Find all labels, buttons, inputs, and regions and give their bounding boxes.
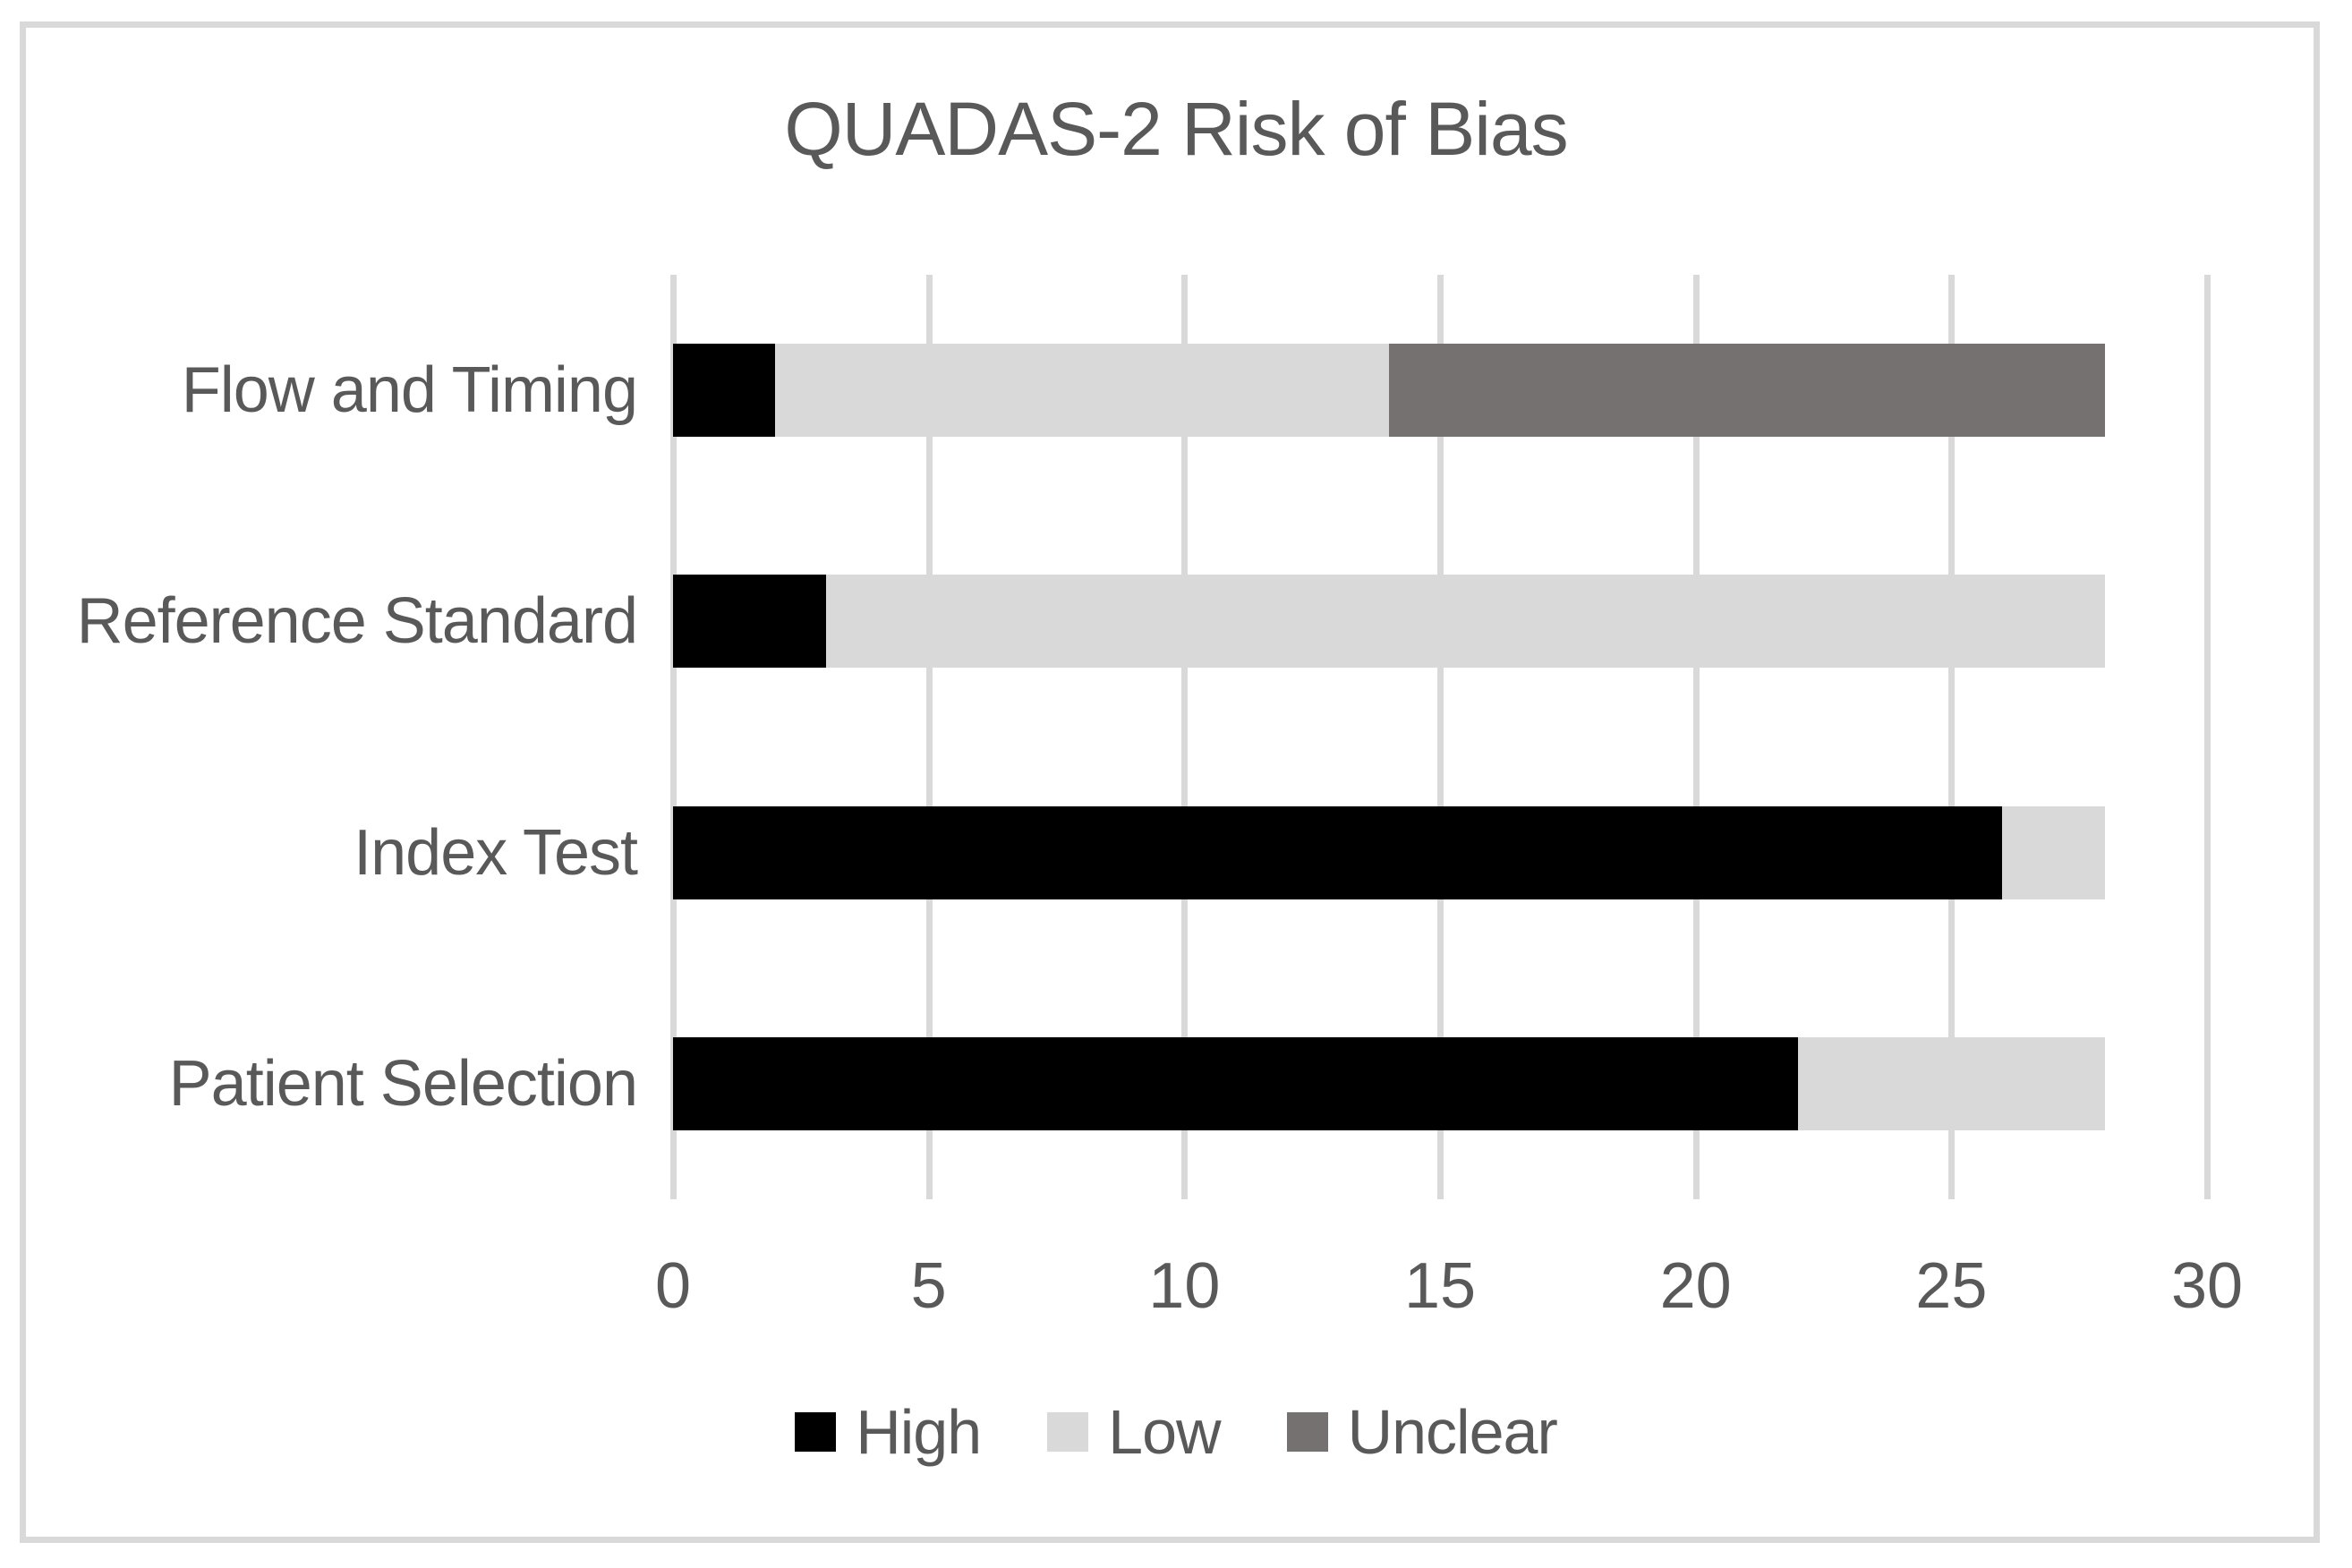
x-tick-label-30: 30 bbox=[2170, 1250, 2244, 1322]
chart-border-frame bbox=[20, 21, 2320, 1543]
legend-item-low: Low bbox=[1047, 1396, 1222, 1468]
x-axis: 0 5 10 15 20 25 30 bbox=[0, 1249, 2352, 1330]
bar-segment-high bbox=[673, 805, 2003, 899]
gridline-15 bbox=[1437, 275, 1444, 1199]
bar-segment-high bbox=[673, 1036, 1798, 1130]
bar-segment-low bbox=[2002, 805, 2105, 899]
legend-item-high: High bbox=[795, 1396, 982, 1468]
gridline-0 bbox=[670, 275, 677, 1199]
bar-segment-low bbox=[1797, 1036, 2105, 1130]
bar-segment-low bbox=[775, 344, 1389, 438]
bar-segment-unclear bbox=[1388, 344, 2105, 438]
gridline-5 bbox=[925, 275, 933, 1199]
bar-flow-and-timing bbox=[673, 344, 2105, 438]
category-label-patient-selection: Patient Selection bbox=[168, 1047, 638, 1120]
bar-segment-high bbox=[673, 575, 827, 669]
x-tick-label-20: 20 bbox=[1659, 1250, 1732, 1322]
x-tick-label-10: 10 bbox=[1148, 1250, 1221, 1322]
category-label-reference-standard: Reference Standard bbox=[76, 585, 638, 658]
x-tick-label-15: 15 bbox=[1403, 1250, 1477, 1322]
category-label-index-test: Index Test bbox=[354, 816, 638, 889]
chart-title: QUADAS-2 Risk of Bias bbox=[784, 87, 1568, 171]
legend-label-low: Low bbox=[1108, 1397, 1221, 1467]
bar-index-test bbox=[673, 805, 2105, 899]
legend-marker-unclear bbox=[1286, 1412, 1328, 1452]
gridline-25 bbox=[1948, 275, 1956, 1199]
legend-item-unclear: Unclear bbox=[1286, 1396, 1558, 1468]
legend-label-unclear: Unclear bbox=[1347, 1397, 1558, 1467]
x-tick-label-5: 5 bbox=[910, 1250, 947, 1322]
legend-label-high: High bbox=[856, 1397, 982, 1467]
x-tick-label-25: 25 bbox=[1915, 1250, 1988, 1322]
bar-segment-high bbox=[673, 344, 776, 438]
legend-marker-high bbox=[795, 1412, 837, 1452]
category-label-flow-and-timing: Flow and Timing bbox=[181, 354, 638, 427]
plot-area bbox=[670, 275, 2211, 1199]
bar-reference-standard bbox=[673, 575, 2105, 669]
gridline-20 bbox=[1692, 275, 1700, 1199]
legend: High Low Unclear bbox=[0, 1396, 2352, 1468]
legend-marker-low bbox=[1047, 1412, 1089, 1452]
bar-patient-selection bbox=[673, 1036, 2105, 1130]
gridline-30 bbox=[2204, 275, 2211, 1199]
bar-segment-low bbox=[826, 575, 2105, 669]
x-tick-label-0: 0 bbox=[654, 1250, 692, 1322]
gridline-10 bbox=[1181, 275, 1189, 1199]
category-axis-labels: Flow and Timing Reference Standard Index T… bbox=[0, 275, 638, 1199]
